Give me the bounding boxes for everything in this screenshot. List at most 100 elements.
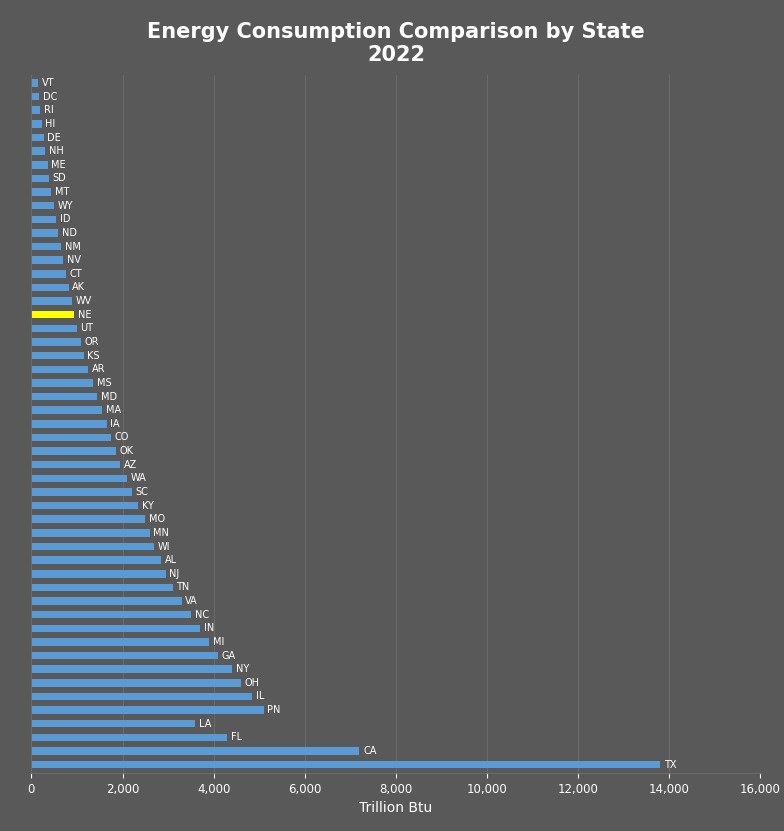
- X-axis label: Trillion Btu: Trillion Btu: [359, 801, 433, 815]
- Bar: [31, 379, 93, 386]
- Text: NE: NE: [78, 310, 92, 320]
- Bar: [31, 557, 162, 564]
- Text: IN: IN: [204, 623, 214, 633]
- Text: SD: SD: [53, 174, 67, 184]
- Text: MA: MA: [106, 406, 121, 416]
- Text: AL: AL: [165, 555, 177, 565]
- Text: CO: CO: [114, 432, 129, 442]
- Bar: [31, 570, 165, 578]
- Bar: [31, 215, 56, 223]
- Bar: [31, 189, 52, 196]
- Bar: [31, 625, 200, 632]
- Text: MS: MS: [96, 378, 111, 388]
- Text: OR: OR: [84, 337, 99, 347]
- Bar: [31, 652, 218, 659]
- Bar: [31, 175, 49, 182]
- Text: IA: IA: [111, 419, 120, 429]
- Bar: [31, 297, 72, 305]
- Bar: [31, 202, 53, 209]
- Text: VT: VT: [42, 78, 54, 88]
- Text: MI: MI: [212, 637, 224, 647]
- Text: MD: MD: [101, 391, 117, 401]
- Bar: [31, 120, 42, 128]
- Bar: [31, 679, 241, 686]
- Bar: [31, 638, 209, 646]
- Text: PN: PN: [267, 706, 281, 715]
- Text: DE: DE: [47, 132, 61, 142]
- Bar: [31, 611, 191, 618]
- Text: WA: WA: [131, 474, 147, 484]
- Text: ND: ND: [62, 228, 77, 238]
- Bar: [31, 161, 48, 169]
- Text: AK: AK: [72, 283, 85, 293]
- Bar: [31, 706, 263, 714]
- Text: LA: LA: [199, 719, 212, 729]
- Bar: [31, 406, 102, 414]
- Bar: [31, 257, 64, 264]
- Bar: [31, 270, 66, 278]
- Bar: [31, 693, 252, 701]
- Text: ME: ME: [52, 160, 66, 170]
- Text: RI: RI: [44, 106, 54, 116]
- Text: NJ: NJ: [169, 568, 180, 578]
- Bar: [31, 583, 172, 591]
- Text: KS: KS: [87, 351, 100, 361]
- Text: WI: WI: [158, 542, 171, 552]
- Bar: [31, 747, 359, 755]
- Text: SC: SC: [136, 487, 148, 497]
- Bar: [31, 666, 232, 673]
- Bar: [31, 461, 120, 469]
- Text: IL: IL: [256, 691, 264, 701]
- Text: NV: NV: [67, 255, 81, 265]
- Bar: [31, 79, 38, 86]
- Bar: [31, 338, 81, 346]
- Bar: [31, 597, 182, 605]
- Text: VA: VA: [185, 596, 198, 606]
- Text: MO: MO: [149, 514, 165, 524]
- Text: HI: HI: [45, 119, 56, 129]
- Text: FL: FL: [231, 732, 242, 742]
- Bar: [31, 734, 227, 741]
- Text: CT: CT: [70, 269, 82, 279]
- Bar: [31, 489, 132, 496]
- Bar: [31, 720, 195, 727]
- Bar: [31, 134, 44, 141]
- Text: NY: NY: [235, 664, 249, 674]
- Bar: [31, 761, 660, 769]
- Bar: [31, 283, 69, 291]
- Text: UT: UT: [81, 323, 93, 333]
- Text: AZ: AZ: [124, 460, 137, 470]
- Bar: [31, 502, 139, 509]
- Text: KY: KY: [142, 500, 154, 510]
- Bar: [31, 325, 77, 332]
- Bar: [31, 352, 84, 359]
- Text: AR: AR: [92, 364, 106, 374]
- Bar: [31, 229, 58, 237]
- Bar: [31, 475, 127, 482]
- Bar: [31, 447, 116, 455]
- Bar: [31, 420, 107, 428]
- Bar: [31, 366, 89, 373]
- Bar: [31, 106, 41, 114]
- Text: WV: WV: [76, 296, 93, 306]
- Text: OH: OH: [245, 678, 260, 688]
- Bar: [31, 543, 154, 550]
- Text: OK: OK: [119, 446, 133, 456]
- Bar: [31, 515, 145, 523]
- Text: ID: ID: [60, 214, 70, 224]
- Text: MN: MN: [154, 528, 169, 538]
- Title: Energy Consumption Comparison by State
2022: Energy Consumption Comparison by State 2…: [147, 22, 644, 65]
- Bar: [31, 243, 61, 250]
- Text: CA: CA: [363, 746, 376, 756]
- Bar: [31, 93, 39, 101]
- Bar: [31, 529, 150, 537]
- Text: WY: WY: [57, 200, 73, 211]
- Text: NH: NH: [49, 146, 64, 156]
- Text: NC: NC: [194, 610, 209, 620]
- Text: MT: MT: [55, 187, 70, 197]
- Text: DC: DC: [43, 91, 57, 101]
- Bar: [31, 311, 74, 318]
- Bar: [31, 434, 111, 441]
- Text: TN: TN: [176, 583, 190, 593]
- Bar: [31, 147, 45, 155]
